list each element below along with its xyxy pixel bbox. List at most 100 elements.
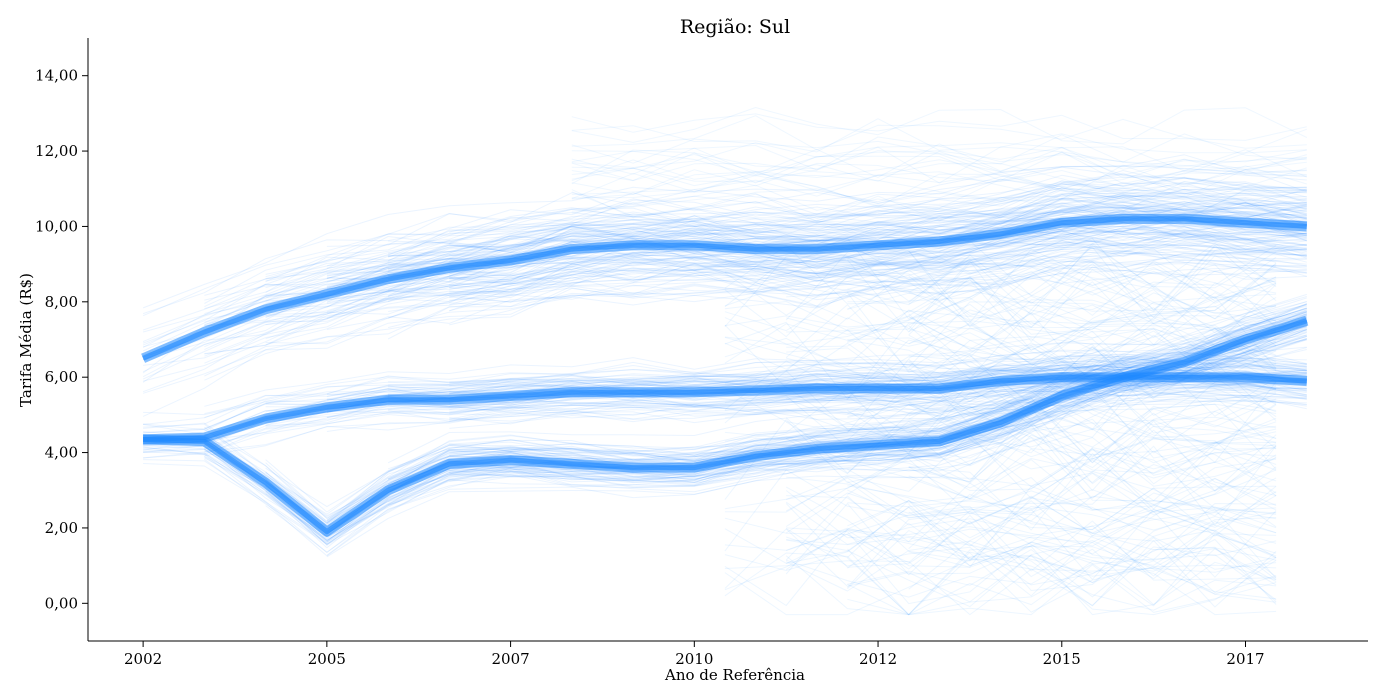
series-line	[326, 313, 1307, 525]
series-line	[143, 318, 1308, 535]
series-line	[785, 503, 1277, 578]
series-line	[142, 166, 1307, 317]
series-line	[449, 201, 1307, 251]
series-line	[571, 149, 1307, 188]
series-line	[571, 118, 1307, 154]
series-line	[142, 253, 1307, 394]
series-line	[449, 232, 1307, 290]
series-line	[388, 247, 1307, 312]
series-line	[326, 349, 1307, 558]
series-line	[785, 540, 1277, 608]
series-line	[265, 222, 1307, 318]
series-line	[786, 472, 1277, 511]
series-line	[265, 206, 1307, 299]
series-line	[908, 436, 1277, 510]
series-line	[388, 185, 1307, 254]
series-line	[326, 189, 1307, 269]
series-line	[908, 429, 1277, 500]
series-line	[847, 259, 1277, 333]
series-line	[265, 170, 1307, 282]
series-line	[388, 218, 1307, 280]
series-line	[265, 181, 1307, 282]
series-line	[204, 335, 1307, 545]
series-line	[204, 355, 1307, 425]
series-line	[142, 190, 1307, 343]
series-line	[724, 434, 1277, 513]
series-line	[143, 332, 1307, 541]
series-line	[143, 387, 1307, 459]
series-line	[908, 303, 1277, 351]
series-line	[387, 309, 1307, 470]
series-line	[571, 171, 1307, 209]
series-line	[724, 260, 1277, 342]
series-line	[204, 205, 1307, 323]
series-line	[326, 383, 1307, 413]
series-line	[204, 260, 1307, 381]
series-line	[847, 248, 1277, 330]
series-line	[265, 188, 1307, 289]
series-line	[847, 242, 1277, 315]
series-line	[786, 476, 1277, 535]
series-line	[724, 386, 1277, 464]
series-line	[204, 352, 1307, 415]
x-tick-label: 2017	[1226, 650, 1264, 668]
series-line	[204, 383, 1307, 441]
series-line	[326, 337, 1307, 556]
series-line	[724, 425, 1277, 489]
series-line	[204, 394, 1307, 457]
series-line	[387, 301, 1307, 480]
series-line	[142, 227, 1307, 361]
series-line	[724, 256, 1277, 328]
series-line	[204, 235, 1307, 351]
series-line	[724, 529, 1277, 606]
series-line	[847, 491, 1277, 569]
series-line	[326, 202, 1307, 289]
series-line	[326, 252, 1307, 330]
series-line	[785, 546, 1277, 616]
series-line	[204, 263, 1307, 377]
series-line	[265, 204, 1307, 308]
series-line	[143, 328, 1307, 545]
series-line	[449, 238, 1307, 296]
series-line	[785, 447, 1277, 520]
series-line	[786, 338, 1277, 401]
series-line	[785, 405, 1277, 475]
series-line	[388, 355, 1307, 383]
series-line	[724, 539, 1277, 616]
series-line	[786, 495, 1277, 543]
series-line	[143, 386, 1307, 456]
series-line	[143, 355, 1307, 425]
series-line	[388, 192, 1307, 257]
series-line	[724, 469, 1277, 552]
series-line	[847, 434, 1277, 504]
series-line	[326, 196, 1307, 277]
series-line	[786, 527, 1277, 607]
series-line	[786, 418, 1277, 485]
series-line	[786, 536, 1277, 613]
chart-title: Região: Sul	[680, 16, 790, 38]
series-line	[571, 113, 1307, 141]
series-line	[204, 339, 1307, 541]
series-line	[204, 194, 1307, 310]
series-line	[449, 266, 1307, 326]
series-line	[142, 194, 1307, 333]
series-line	[265, 305, 1307, 519]
series-line	[571, 142, 1307, 172]
series-line	[449, 297, 1307, 456]
series-line	[204, 327, 1307, 538]
series-line	[847, 299, 1277, 372]
series-line	[265, 307, 1307, 508]
series-line	[786, 539, 1277, 608]
series-line	[326, 197, 1307, 276]
series-line	[449, 195, 1307, 253]
series-line	[847, 464, 1277, 528]
series-line	[847, 490, 1277, 564]
series-line	[908, 244, 1277, 311]
series-line	[142, 264, 1307, 417]
series-line	[142, 198, 1307, 344]
series-line	[847, 564, 1277, 616]
series-line	[908, 508, 1277, 590]
y-tick-label: 8,00	[45, 293, 78, 311]
